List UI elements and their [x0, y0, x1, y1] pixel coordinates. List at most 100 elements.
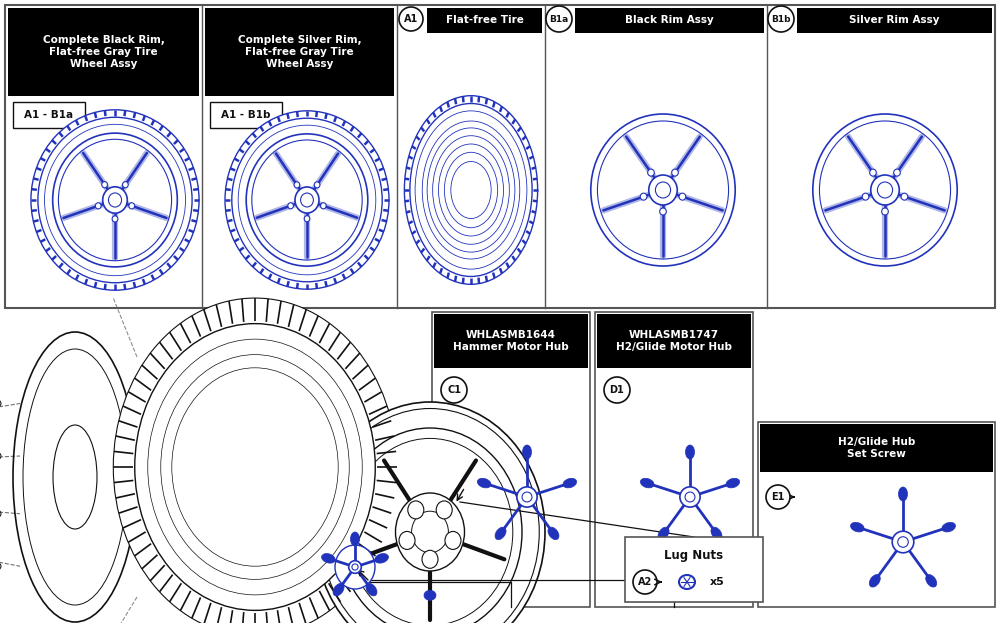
Ellipse shape — [295, 187, 319, 213]
Ellipse shape — [422, 550, 438, 568]
Text: E1: E1 — [771, 492, 785, 502]
Ellipse shape — [351, 532, 360, 546]
Ellipse shape — [672, 169, 678, 176]
Ellipse shape — [522, 445, 532, 459]
Ellipse shape — [679, 193, 686, 200]
Ellipse shape — [301, 193, 313, 207]
Ellipse shape — [314, 182, 320, 188]
Ellipse shape — [726, 478, 740, 488]
Text: B1b: B1b — [771, 14, 791, 24]
Ellipse shape — [648, 169, 654, 176]
Text: Flat-free Tire: Flat-free Tire — [446, 15, 523, 25]
Ellipse shape — [95, 202, 101, 209]
Circle shape — [768, 6, 794, 32]
Ellipse shape — [870, 169, 876, 176]
Bar — [432, 312, 590, 607]
Ellipse shape — [366, 583, 377, 596]
Ellipse shape — [396, 493, 464, 571]
Bar — [210, 102, 282, 128]
Ellipse shape — [869, 574, 880, 587]
Bar — [595, 312, 753, 607]
Bar — [575, 8, 764, 33]
Ellipse shape — [901, 193, 908, 200]
Text: A2: A2 — [638, 577, 652, 587]
Ellipse shape — [246, 134, 368, 266]
Ellipse shape — [23, 349, 127, 605]
Ellipse shape — [399, 531, 415, 549]
Text: B1a: B1a — [549, 14, 569, 24]
Ellipse shape — [0, 399, 1, 408]
Circle shape — [399, 7, 423, 31]
Ellipse shape — [294, 182, 300, 188]
Text: Black Rim Assy: Black Rim Assy — [625, 15, 714, 25]
Bar — [5, 5, 995, 308]
Ellipse shape — [415, 111, 527, 269]
Text: H2/Glide Hub
Set Screw: H2/Glide Hub Set Screw — [838, 437, 915, 459]
Ellipse shape — [517, 487, 537, 507]
Ellipse shape — [410, 103, 532, 277]
Ellipse shape — [315, 402, 545, 623]
Circle shape — [546, 6, 572, 32]
Ellipse shape — [597, 121, 729, 259]
Ellipse shape — [495, 527, 506, 540]
Ellipse shape — [352, 564, 358, 570]
Ellipse shape — [658, 527, 669, 540]
Ellipse shape — [445, 531, 461, 549]
Bar — [758, 422, 995, 607]
Bar — [427, 8, 542, 33]
Ellipse shape — [877, 182, 893, 198]
Bar — [597, 314, 751, 368]
Ellipse shape — [819, 121, 951, 259]
Circle shape — [604, 377, 630, 403]
Text: x5: x5 — [710, 577, 725, 587]
Ellipse shape — [375, 554, 388, 563]
Ellipse shape — [252, 140, 362, 260]
Ellipse shape — [424, 591, 436, 601]
Ellipse shape — [53, 425, 97, 529]
Ellipse shape — [591, 114, 735, 266]
Text: Complete Black Rim,
Flat-free Gray Tire
Wheel Assy: Complete Black Rim, Flat-free Gray Tire … — [43, 36, 164, 69]
Ellipse shape — [129, 202, 135, 209]
Ellipse shape — [686, 445, 694, 459]
Ellipse shape — [13, 332, 137, 622]
Ellipse shape — [338, 428, 522, 623]
Ellipse shape — [882, 208, 888, 215]
Bar — [760, 424, 993, 472]
Ellipse shape — [894, 169, 900, 176]
Ellipse shape — [321, 409, 539, 623]
Bar — [8, 8, 199, 96]
Bar — [434, 314, 588, 368]
Ellipse shape — [112, 216, 118, 222]
Ellipse shape — [851, 522, 864, 532]
Ellipse shape — [108, 193, 122, 207]
Circle shape — [633, 570, 657, 594]
Ellipse shape — [926, 574, 937, 587]
Text: A1 - B1b: A1 - B1b — [221, 110, 271, 120]
Ellipse shape — [898, 537, 908, 547]
Bar — [13, 102, 85, 128]
Ellipse shape — [680, 487, 700, 507]
Ellipse shape — [640, 193, 647, 200]
Text: Silver Rim Assy: Silver Rim Assy — [849, 15, 940, 25]
Ellipse shape — [871, 175, 899, 205]
Ellipse shape — [349, 561, 361, 573]
Ellipse shape — [711, 527, 722, 540]
Ellipse shape — [408, 501, 424, 519]
Ellipse shape — [31, 110, 199, 290]
Ellipse shape — [321, 202, 326, 209]
Ellipse shape — [58, 140, 172, 260]
Ellipse shape — [477, 478, 491, 488]
Ellipse shape — [335, 545, 375, 589]
Ellipse shape — [548, 527, 559, 540]
Text: D1: D1 — [610, 385, 624, 395]
Ellipse shape — [113, 298, 397, 623]
Ellipse shape — [412, 511, 448, 553]
Text: Lug Nuts: Lug Nuts — [664, 548, 724, 561]
Ellipse shape — [685, 492, 695, 502]
Text: A1 - B1a: A1 - B1a — [24, 110, 74, 120]
Ellipse shape — [522, 492, 532, 502]
Ellipse shape — [942, 522, 955, 532]
Ellipse shape — [813, 114, 957, 266]
Text: C1: C1 — [447, 385, 461, 395]
Ellipse shape — [660, 208, 666, 215]
